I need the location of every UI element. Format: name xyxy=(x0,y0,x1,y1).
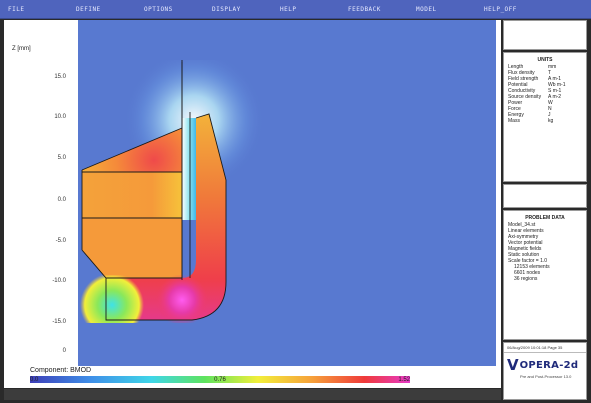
list-item: Linear elements xyxy=(508,228,544,234)
unit-name: Source density xyxy=(508,94,542,100)
unit-name: Potential xyxy=(508,82,528,88)
unit-value: N xyxy=(548,106,552,112)
y-tick-label: 0 xyxy=(63,348,67,354)
colorbar-mid: 0.76 xyxy=(214,377,226,383)
unit-value: kg xyxy=(548,118,554,124)
pole-upper xyxy=(82,128,182,172)
unit-name: Length xyxy=(508,64,524,70)
list-item: Scale factor = 1.0 xyxy=(508,258,548,264)
colorbar xyxy=(30,376,410,383)
list-item: Mass kg xyxy=(508,118,582,124)
list-item: Energy J xyxy=(508,112,582,118)
problem-data-title: PROBLEM DATA xyxy=(525,215,565,221)
unit-name: Flux density xyxy=(508,70,535,76)
air-gap xyxy=(182,118,196,220)
list-item: Field strength A m-1 xyxy=(508,76,582,82)
low-field-zone xyxy=(80,275,150,323)
unit-name: Mass xyxy=(508,118,520,124)
units-panel: UNITS Length mm Flux density T Field stren… xyxy=(503,52,587,182)
list-item: Flux density T xyxy=(508,70,582,76)
logo-subtitle: Pre and Post-Processor 13.0 xyxy=(520,374,572,379)
problem-data-panel: PROBLEM DATA Model_34.st Linear elements… xyxy=(503,210,587,340)
logo-panel: 06/Aug/2009 10:01:18 Page 35 V OPERA-2d … xyxy=(503,342,587,400)
y-tick-label: -5.0 xyxy=(56,238,67,244)
unit-name: Energy xyxy=(508,112,524,118)
unit-name: Force xyxy=(508,106,521,112)
unit-value: Wb m-1 xyxy=(548,82,566,88)
list-item: Vector potential xyxy=(508,240,543,246)
unit-name: Conductivity xyxy=(508,88,536,94)
plot-viewport[interactable]: Z [mm] 15.0 10.0 5.0 0.0 -5.0 -10.0 -15.… xyxy=(4,20,501,388)
unit-value: J xyxy=(548,112,551,118)
unit-value: A m-1 xyxy=(548,76,562,82)
axis-label: Z [mm] xyxy=(12,46,31,52)
menu-bar: FILE DEFINE OPTIONS DISPLAY HELP FEEDBAC… xyxy=(0,0,591,19)
unit-value: T xyxy=(548,70,552,76)
region-outlines xyxy=(81,60,227,321)
magnet-block-upper xyxy=(82,172,182,218)
menu-help[interactable]: HELP xyxy=(280,5,297,13)
list-item: Source density A m-2 xyxy=(508,94,582,100)
menu-file[interactable]: FILE xyxy=(8,5,25,13)
y-tick-label: 5.0 xyxy=(58,155,67,161)
logo-text: OPERA-2d xyxy=(519,359,579,371)
colorbar-min: 0.0 xyxy=(30,377,39,383)
list-item: Axi-symmetry xyxy=(508,234,539,240)
y-tick-label: 0.0 xyxy=(58,197,67,203)
unit-value: mm xyxy=(548,64,557,70)
y-tick-label: 15.0 xyxy=(54,74,66,80)
unit-value: S m-1 xyxy=(548,88,562,94)
list-item: Model_34.st xyxy=(508,222,536,228)
high-field-zone xyxy=(154,275,210,323)
list-item: 12153 elements xyxy=(514,264,550,270)
menu-help-off[interactable]: HELP_OFF xyxy=(484,5,517,13)
return-yoke xyxy=(106,114,226,320)
side-panel-top xyxy=(503,20,587,50)
list-item: Magnetic fields xyxy=(508,246,542,252)
y-tick-label: -15.0 xyxy=(52,319,66,325)
list-item: Force N xyxy=(508,106,582,112)
side-panel-middle xyxy=(503,184,587,208)
vf-logo-icon: V xyxy=(507,356,519,374)
menu-feedback[interactable]: FEEDBACK xyxy=(348,5,381,13)
list-item: 36 regions xyxy=(514,276,538,282)
unit-name: Field strength xyxy=(508,76,539,82)
colorbar-max: 1.52 xyxy=(398,377,410,383)
list-item: Potential Wb m-1 xyxy=(508,82,582,88)
y-tick-label: -10.0 xyxy=(52,278,66,284)
list-item: 6601 nodes xyxy=(514,270,541,276)
menu-display[interactable]: DISPLAY xyxy=(212,5,241,13)
y-tick-labels: 15.0 10.0 5.0 0.0 -5.0 -10.0 -15.0 0 xyxy=(52,74,66,354)
magnet-block-lower xyxy=(82,218,182,278)
menu-model[interactable]: MODEL xyxy=(416,5,437,13)
unit-value: W xyxy=(548,100,553,106)
menu-define[interactable]: DEFINE xyxy=(76,5,101,13)
status-strip xyxy=(4,389,501,400)
units-title: UNITS xyxy=(537,57,553,63)
unit-name: Power xyxy=(508,100,523,106)
list-item: Static solution xyxy=(508,252,540,258)
list-item: Conductivity S m-1 xyxy=(508,88,582,94)
field-plot: Z [mm] 15.0 10.0 5.0 0.0 -5.0 -10.0 -15.… xyxy=(12,20,496,383)
unit-value: A m-2 xyxy=(548,94,562,100)
colorbar-label: Component: BMOD xyxy=(30,367,91,374)
list-item: Length mm xyxy=(508,64,582,70)
timestamp: 06/Aug/2009 10:01:18 Page 35 xyxy=(504,343,586,353)
menu-options[interactable]: OPTIONS xyxy=(144,5,173,13)
list-item: Power W xyxy=(508,100,582,106)
opera-logo: V OPERA-2d xyxy=(504,353,586,374)
y-tick-label: 10.0 xyxy=(54,114,66,120)
